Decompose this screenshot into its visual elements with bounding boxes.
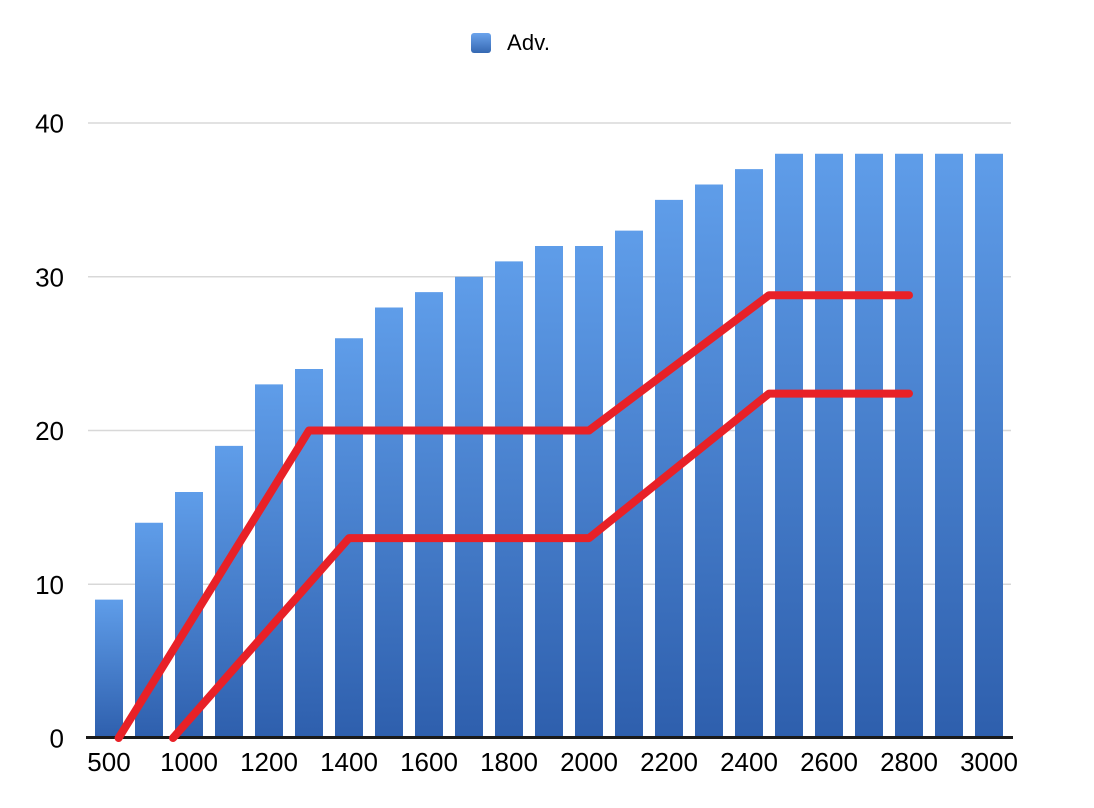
x-axis-tick-labels: 500 1000 1200 1400 1600 1800 2000 2200 2400 2600 2… xyxy=(87,747,1018,777)
x-tick-label-2600: 2600 xyxy=(800,747,858,777)
bar-1600 xyxy=(415,292,443,738)
bar-2400 xyxy=(735,169,763,738)
x-tick-label-2200: 2200 xyxy=(640,747,698,777)
y-tick-label-40: 40 xyxy=(35,109,64,139)
x-tick-label-1000: 1000 xyxy=(160,747,218,777)
x-tick-label-1200: 1200 xyxy=(240,747,298,777)
bar-1100 xyxy=(215,445,243,738)
upper-advance-curve xyxy=(114,291,913,742)
x-tick-label-3000: 3000 xyxy=(960,747,1018,777)
bar-3000 xyxy=(975,153,1003,738)
bar-2900 xyxy=(935,153,963,738)
bar-500 xyxy=(95,599,123,738)
lower-advance-curve xyxy=(169,389,913,742)
bar-1800 xyxy=(495,261,523,738)
bar-series-adv xyxy=(95,153,1003,738)
bar-1200 xyxy=(255,384,283,738)
y-axis-tick-labels: 0 10 20 30 40 xyxy=(35,109,64,754)
x-tick-label-2400: 2400 xyxy=(720,747,778,777)
y-tick-label-10: 10 xyxy=(35,570,64,600)
bar-2300 xyxy=(695,184,723,738)
legend-series-label: Adv. xyxy=(507,30,551,55)
bar-2700 xyxy=(855,153,883,738)
x-tick-label-1400: 1400 xyxy=(320,747,378,777)
x-tick-label-2000: 2000 xyxy=(560,747,618,777)
bar-2000 xyxy=(575,246,603,738)
bar-1700 xyxy=(455,276,483,738)
x-tick-label-2800: 2800 xyxy=(880,747,938,777)
annotation-lines xyxy=(114,291,913,742)
bar-1500 xyxy=(375,307,403,738)
chart-legend: Adv. xyxy=(471,30,550,56)
y-tick-label-20: 20 xyxy=(35,416,64,446)
bar-2500 xyxy=(775,153,803,738)
bar-2800 xyxy=(895,153,923,738)
bar-2100 xyxy=(615,230,643,738)
x-tick-label-1800: 1800 xyxy=(480,747,538,777)
y-tick-label-30: 30 xyxy=(35,262,64,292)
x-tick-label-1600: 1600 xyxy=(400,747,458,777)
y-tick-label-0: 0 xyxy=(50,724,64,754)
x-tick-label-500: 500 xyxy=(87,747,130,777)
legend-color-swatch-icon xyxy=(471,33,491,53)
bar-1300 xyxy=(295,369,323,738)
bar-1900 xyxy=(535,246,563,738)
bar-2600 xyxy=(815,153,843,738)
